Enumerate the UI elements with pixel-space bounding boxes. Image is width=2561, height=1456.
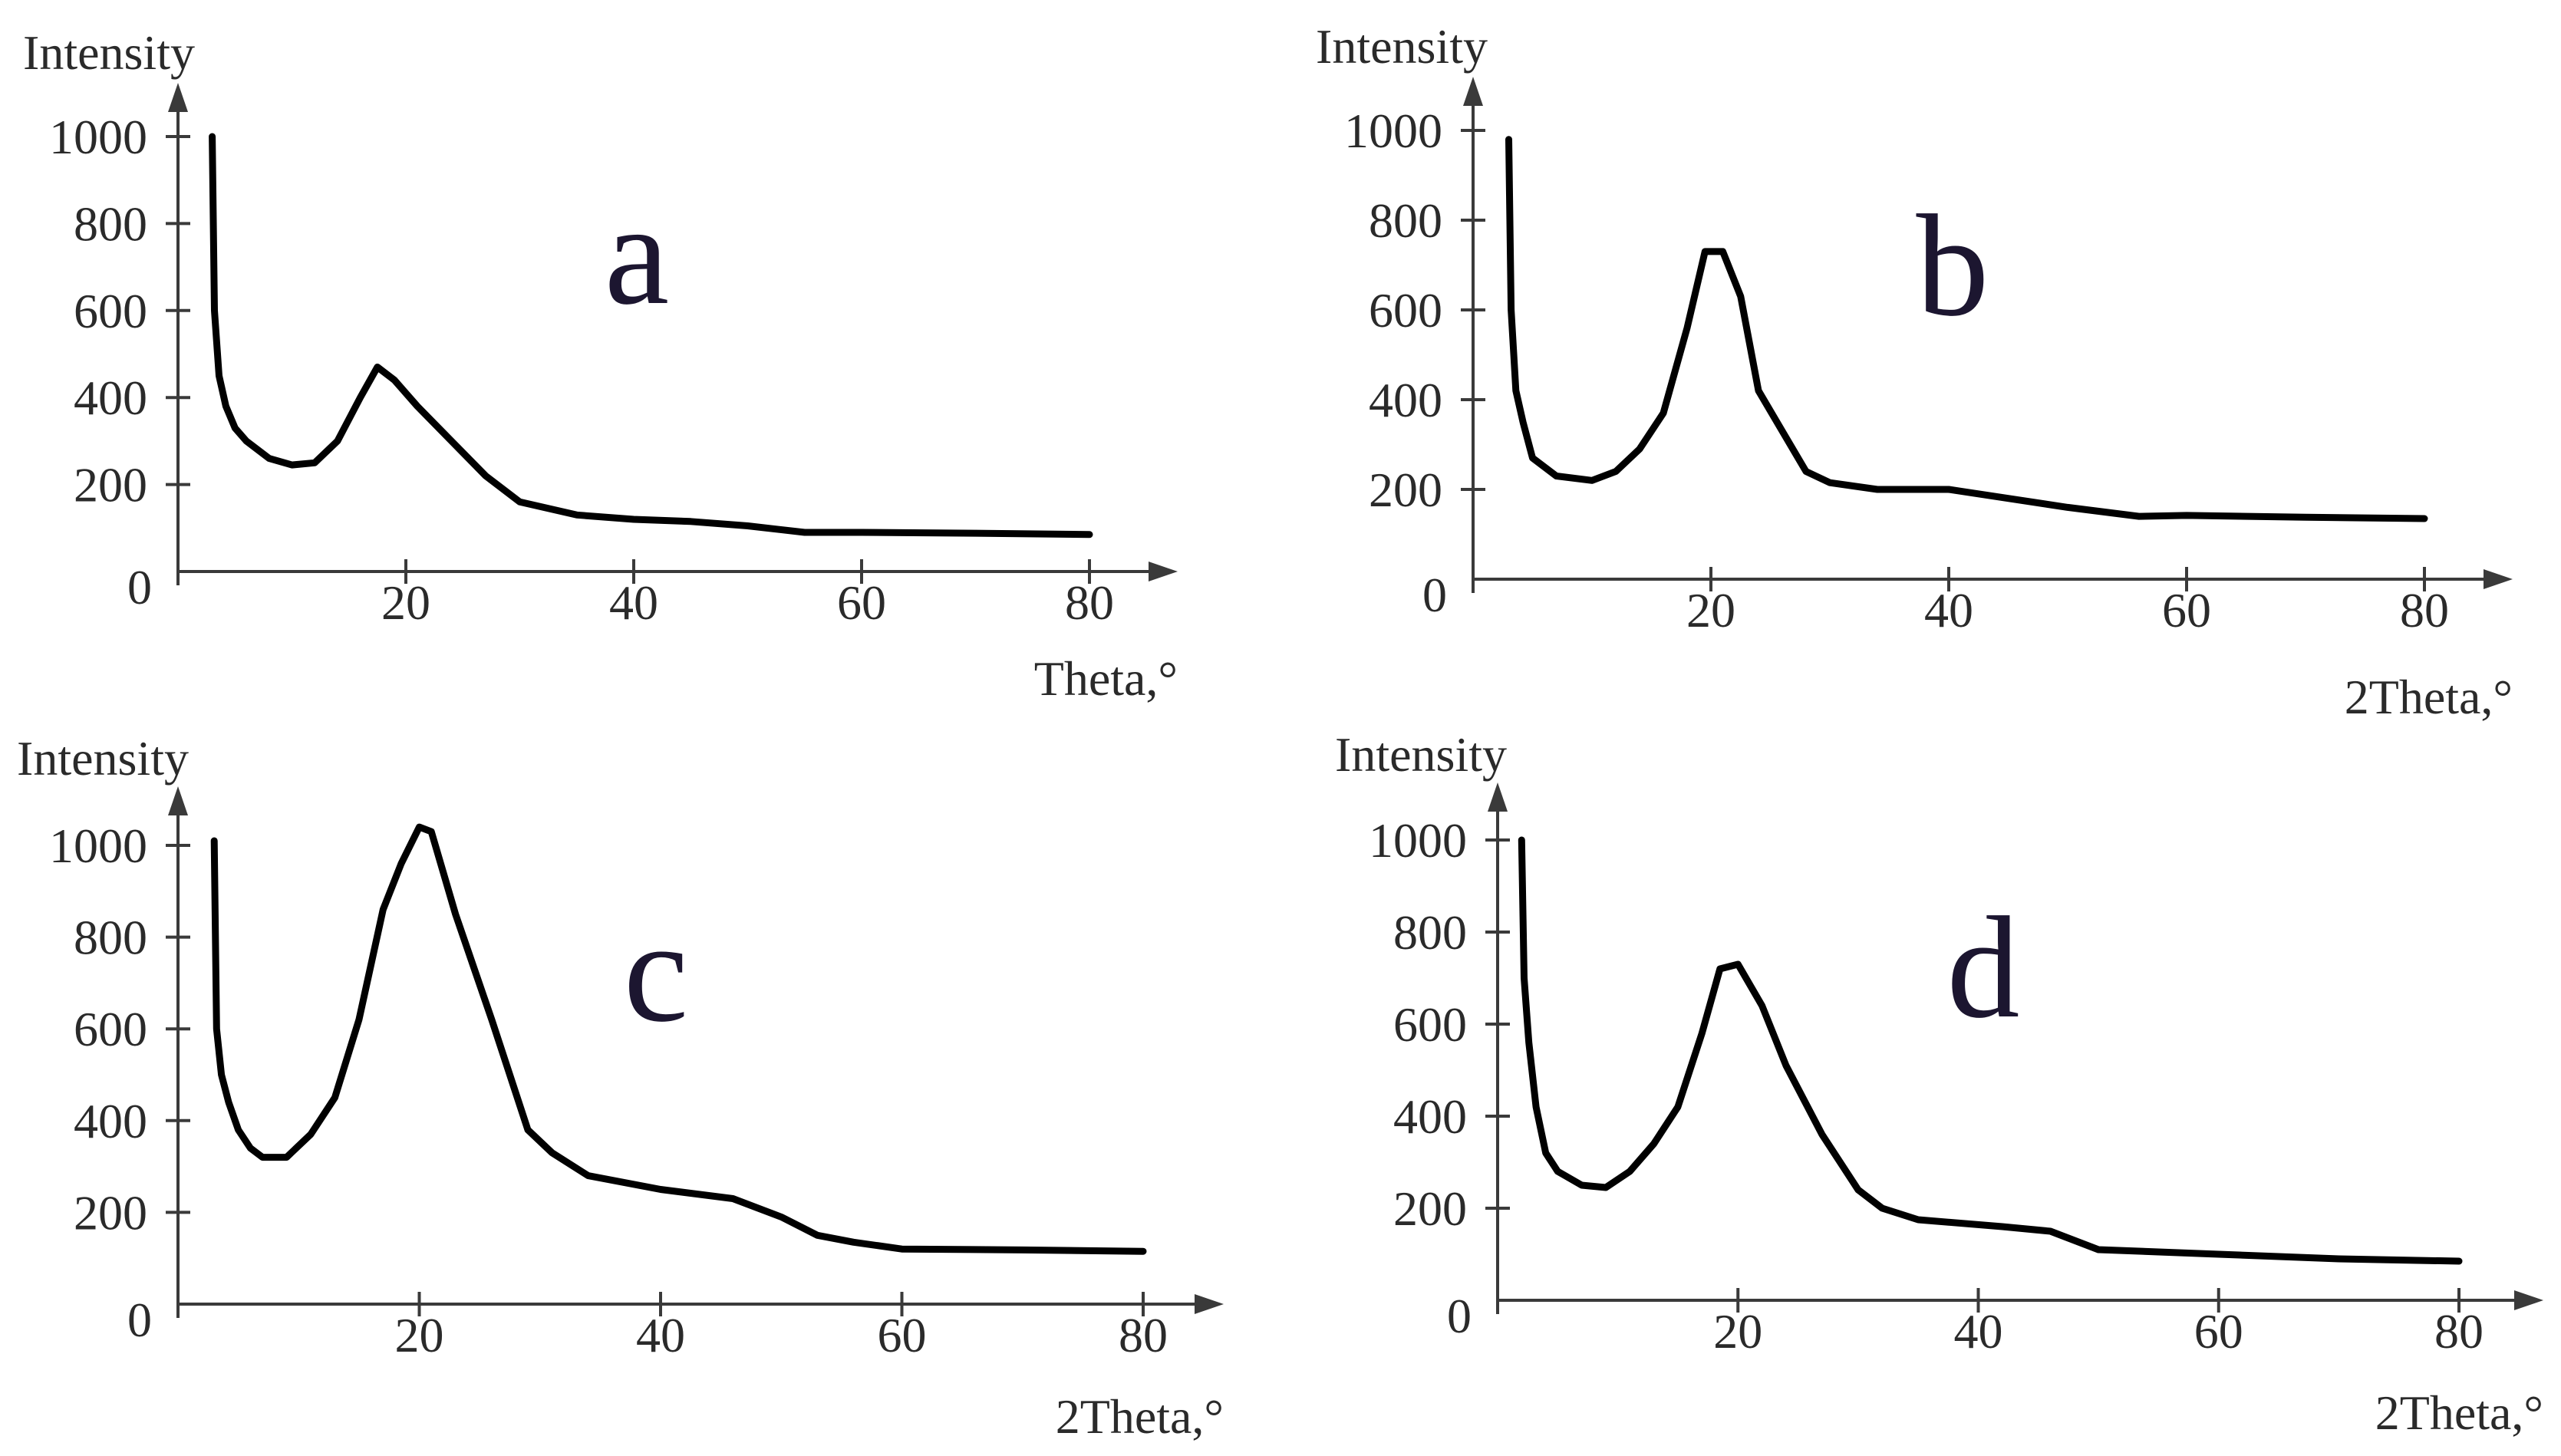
y-tick-label: 600 xyxy=(1369,283,1442,338)
x-axis-arrow-icon xyxy=(1149,562,1178,581)
x-tick-label: 60 xyxy=(837,575,886,630)
x-tick-label: 60 xyxy=(2162,583,2211,637)
x-tick-label: 20 xyxy=(381,575,430,630)
x-tick-label: 40 xyxy=(636,1308,685,1362)
x-axis-arrow-icon xyxy=(1195,1294,1224,1314)
series-line-a xyxy=(209,133,1093,539)
y-tick-label: 800 xyxy=(1369,193,1442,248)
x-tick-label: 60 xyxy=(2194,1304,2243,1359)
x-tick-label: 20 xyxy=(1713,1304,1762,1359)
x-axis-arrow-icon xyxy=(2514,1290,2543,1310)
x-tick-label: 40 xyxy=(1954,1304,2003,1359)
y-axis-label: Intensity xyxy=(23,25,195,80)
y-tick-label: 600 xyxy=(74,284,147,338)
x-axis-label: 2Theta,° xyxy=(2375,1385,2543,1440)
y-axis-arrow-icon xyxy=(168,786,188,815)
x-axis-arrow-icon xyxy=(2484,569,2513,589)
y-tick-label: 800 xyxy=(1393,905,1467,960)
y-tick-label: 800 xyxy=(74,196,147,251)
y-tick-label: 1000 xyxy=(49,819,147,873)
y-axis-label: Intensity xyxy=(1316,19,1488,74)
y-tick-label: 1000 xyxy=(49,110,147,164)
y-tick-label: 200 xyxy=(1369,463,1442,517)
x-tick-label: 20 xyxy=(395,1308,444,1362)
y-tick-label: 200 xyxy=(74,1185,147,1240)
panel-letter: d xyxy=(1947,888,2020,1049)
y-tick-label: 1000 xyxy=(1369,813,1467,868)
x-axis-label: Theta,° xyxy=(1034,651,1178,706)
y-tick-label: 600 xyxy=(1393,997,1467,1052)
y-axis-arrow-icon xyxy=(1463,77,1483,106)
x-tick-label: 80 xyxy=(1065,575,1114,630)
y-tick-label: 800 xyxy=(74,911,147,965)
series-line-b xyxy=(1505,136,2428,522)
y-axis-arrow-icon xyxy=(168,83,188,112)
series-line-d xyxy=(1518,836,2463,1265)
x-tick-label: 80 xyxy=(2400,583,2449,637)
y-tick-label: 400 xyxy=(74,371,147,425)
x-tick-label: 80 xyxy=(1119,1308,1168,1362)
panel-letter: c xyxy=(624,891,688,1052)
x-axis-label: 2Theta,° xyxy=(2345,670,2513,724)
x-tick-label: 60 xyxy=(878,1308,927,1362)
y-axis-label: Intensity xyxy=(1335,727,1507,782)
x-tick-label: 40 xyxy=(1924,583,1973,637)
y-tick-label: 200 xyxy=(1393,1181,1467,1236)
origin-label: 0 xyxy=(1422,568,1447,622)
y-axis-arrow-icon xyxy=(1488,782,1508,812)
series-line-c xyxy=(210,823,1147,1255)
y-tick-label: 400 xyxy=(74,1094,147,1148)
origin-label: 0 xyxy=(127,1293,152,1347)
chart-panel-d: 0 20 40 60 80 200 400 600 800 1000 Intensity 2Theta… xyxy=(1335,727,2543,1440)
y-tick-label: 200 xyxy=(74,458,147,512)
panel-letter: b xyxy=(1917,186,1989,347)
origin-label: 0 xyxy=(127,560,152,614)
y-tick-label: 400 xyxy=(1369,373,1442,427)
panel-letter: a xyxy=(605,174,669,335)
chart-panel-c: 0 20 40 60 80 200 400 600 800 1000 Intensity 2Theta… xyxy=(17,731,1224,1444)
y-axis-label: Intensity xyxy=(17,731,189,786)
x-tick-label: 80 xyxy=(2434,1304,2484,1359)
chart-panel-a: 0 20 40 60 80 200 400 600 800 1000 Intensity Theta,… xyxy=(23,25,1178,706)
y-tick-label: 400 xyxy=(1393,1089,1467,1144)
chart-panel-b: 0 20 40 60 80 200 400 600 800 1000 Intensity 2Theta… xyxy=(1316,19,2513,724)
x-tick-label: 40 xyxy=(609,575,658,630)
x-tick-label: 20 xyxy=(1686,583,1735,637)
y-tick-label: 1000 xyxy=(1344,104,1442,158)
y-tick-label: 600 xyxy=(74,1002,147,1056)
origin-label: 0 xyxy=(1447,1289,1472,1343)
x-axis-label: 2Theta,° xyxy=(1056,1389,1224,1444)
